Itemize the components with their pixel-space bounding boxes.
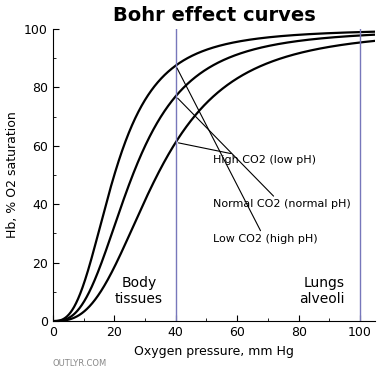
Y-axis label: Hb, % O2 saturation: Hb, % O2 saturation (6, 112, 19, 238)
Text: Normal CO2 (normal pH): Normal CO2 (normal pH) (178, 98, 351, 209)
Text: Body
tissues: Body tissues (115, 276, 163, 307)
Text: OUTLYR.COM: OUTLYR.COM (53, 359, 107, 368)
X-axis label: Oxygen pressure, mm Hg: Oxygen pressure, mm Hg (134, 345, 294, 358)
Text: Lungs
alveoli: Lungs alveoli (299, 276, 345, 307)
Text: High CO2 (low pH): High CO2 (low pH) (178, 143, 315, 165)
Title: Bohr effect curves: Bohr effect curves (113, 6, 315, 25)
Text: Low CO2 (high pH): Low CO2 (high pH) (177, 68, 317, 244)
